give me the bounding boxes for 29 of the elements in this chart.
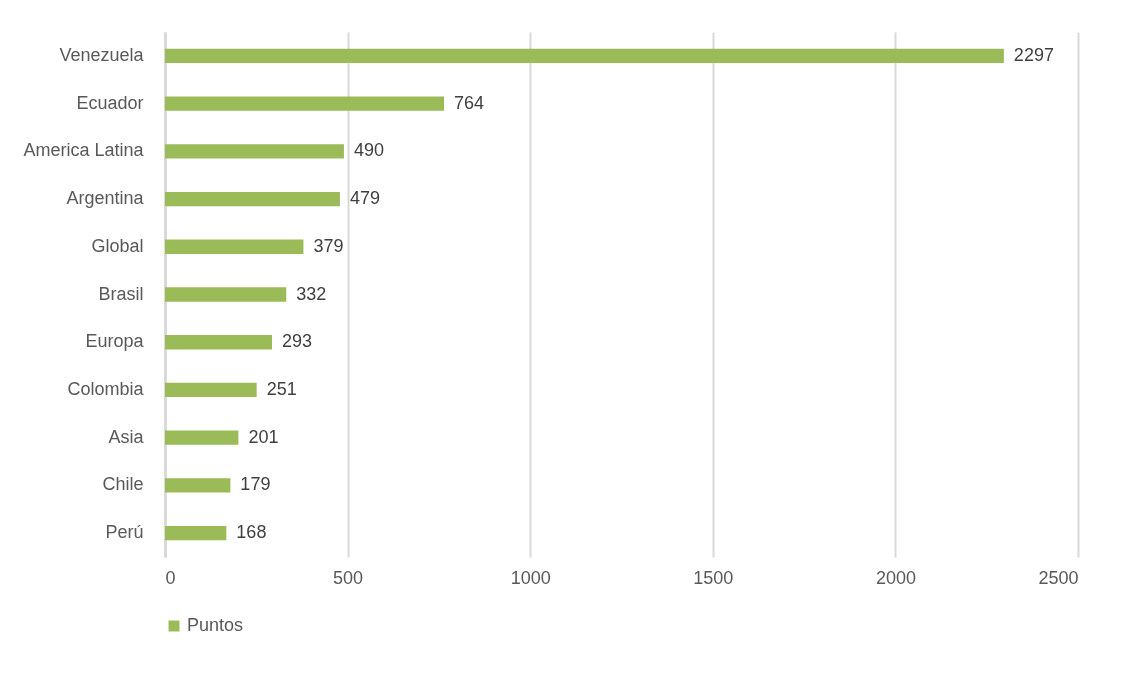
data-label: 479 — [349, 188, 380, 209]
y-tick-label: Colombia — [67, 378, 145, 399]
y-tick-label: America Latina — [23, 140, 145, 161]
y-tick-label: Venezuela — [59, 44, 145, 65]
data-label: 764 — [454, 92, 485, 113]
y-tick-label: Asia — [108, 426, 145, 447]
x-tick-label: 1000 — [510, 567, 551, 588]
x-tick-label: 2000 — [875, 567, 916, 588]
data-label: 379 — [313, 235, 344, 256]
data-label: 2297 — [1013, 44, 1054, 65]
y-tick-label: Europa — [85, 331, 145, 352]
data-label: 168 — [236, 522, 267, 543]
y-tick-label: Ecuador — [76, 92, 144, 113]
data-label: 490 — [353, 140, 384, 161]
legend-label: Puntos — [187, 615, 244, 635]
y-tick-label: Argentina — [66, 188, 145, 209]
y-tick-label: Brasil — [98, 283, 144, 304]
data-label: 179 — [240, 474, 271, 495]
x-tick-label: 500 — [333, 567, 364, 588]
x-tick-label: 2500 — [1038, 567, 1079, 588]
data-label: 332 — [296, 283, 327, 304]
x-tick-label: 1500 — [693, 567, 734, 588]
y-tick-label: Perú — [105, 522, 144, 543]
data-label: 293 — [282, 331, 313, 352]
y-tick-label: Chile — [102, 474, 144, 495]
data-label: 251 — [266, 378, 297, 399]
y-tick-label: Global — [91, 235, 144, 256]
data-label: 201 — [248, 426, 279, 447]
x-tick-label: 0 — [165, 567, 176, 588]
